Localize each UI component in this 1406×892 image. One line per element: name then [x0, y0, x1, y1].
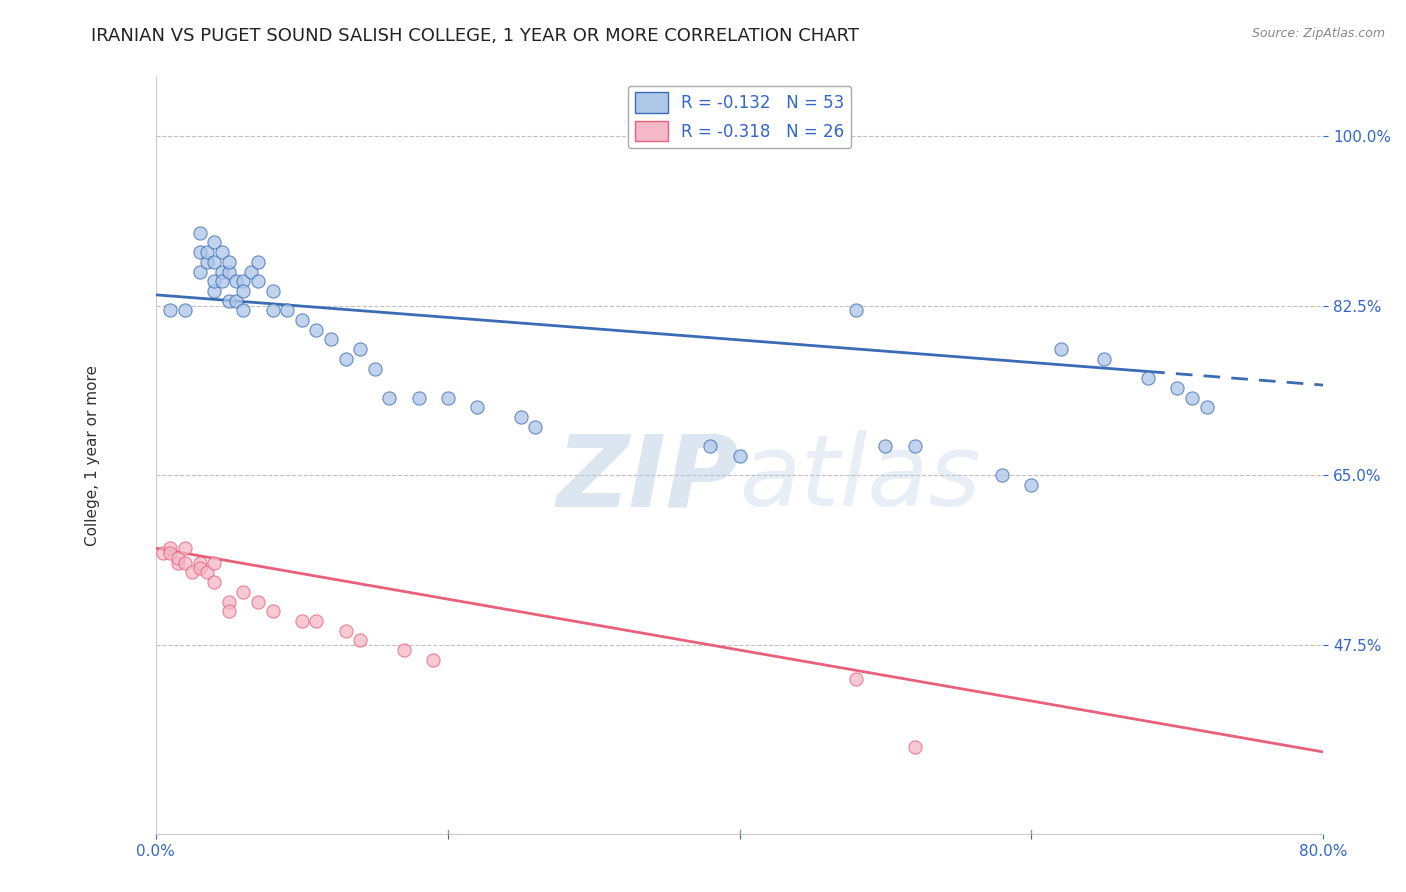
Point [202, 255, 225, 269]
Point [166, 556, 188, 570]
Point [218, 264, 240, 278]
Point [247, 594, 270, 608]
Point [436, 391, 458, 405]
Point [202, 575, 225, 590]
Point [211, 264, 233, 278]
Point [174, 303, 197, 318]
Point [188, 245, 211, 260]
Point [349, 633, 371, 648]
Point [904, 740, 927, 755]
Point [188, 560, 211, 574]
Point [232, 274, 254, 288]
Point [202, 284, 225, 298]
Point [699, 439, 721, 453]
Text: atlas: atlas [740, 430, 981, 527]
Legend: R = -0.132   N = 53, R = -0.318   N = 26: R = -0.132 N = 53, R = -0.318 N = 26 [628, 86, 851, 148]
Point [225, 293, 247, 308]
Point [1137, 371, 1160, 385]
Point [188, 226, 211, 240]
Point [195, 255, 218, 269]
Point [152, 546, 174, 560]
Point [247, 255, 270, 269]
Point [349, 342, 371, 356]
Point [174, 556, 197, 570]
Point [364, 361, 387, 376]
Point [291, 313, 314, 327]
Y-axis label: College, 1 year or more: College, 1 year or more [86, 366, 100, 547]
Point [174, 541, 197, 556]
Point [159, 546, 181, 560]
Point [991, 468, 1014, 483]
Point [378, 391, 401, 405]
Point [262, 604, 284, 618]
Point [276, 303, 298, 318]
Point [465, 401, 488, 415]
Point [319, 333, 342, 347]
Point [202, 556, 225, 570]
Point [195, 566, 218, 580]
Point [232, 584, 254, 599]
Text: Source: ZipAtlas.com: Source: ZipAtlas.com [1251, 27, 1385, 40]
Point [166, 550, 188, 565]
Point [1195, 401, 1218, 415]
Point [218, 604, 240, 618]
Point [305, 323, 328, 337]
Point [1166, 381, 1188, 395]
Point [1021, 478, 1043, 492]
Point [181, 566, 204, 580]
Point [232, 284, 254, 298]
Point [225, 274, 247, 288]
Point [218, 594, 240, 608]
Point [509, 410, 531, 425]
Point [188, 264, 211, 278]
Point [202, 235, 225, 250]
Point [159, 303, 181, 318]
Point [845, 672, 868, 686]
Point [728, 449, 751, 463]
Point [408, 391, 430, 405]
Point [422, 653, 444, 667]
Point [335, 624, 357, 638]
Point [875, 439, 897, 453]
Point [335, 351, 357, 366]
Point [232, 303, 254, 318]
Point [218, 255, 240, 269]
Point [1092, 351, 1115, 366]
Point [211, 245, 233, 260]
Point [904, 439, 927, 453]
Point [1181, 391, 1204, 405]
Point [211, 274, 233, 288]
Point [305, 614, 328, 628]
Point [845, 303, 868, 318]
Point [195, 245, 218, 260]
Point [239, 264, 262, 278]
Point [202, 274, 225, 288]
Point [247, 274, 270, 288]
Point [262, 284, 284, 298]
Text: IRANIAN VS PUGET SOUND SALISH COLLEGE, 1 YEAR OR MORE CORRELATION CHART: IRANIAN VS PUGET SOUND SALISH COLLEGE, 1… [91, 27, 859, 45]
Point [218, 293, 240, 308]
Point [1049, 342, 1071, 356]
Point [291, 614, 314, 628]
Point [392, 643, 415, 657]
Point [188, 556, 211, 570]
Point [159, 541, 181, 556]
Point [524, 420, 547, 434]
Point [262, 303, 284, 318]
Text: ZIP: ZIP [557, 430, 740, 527]
